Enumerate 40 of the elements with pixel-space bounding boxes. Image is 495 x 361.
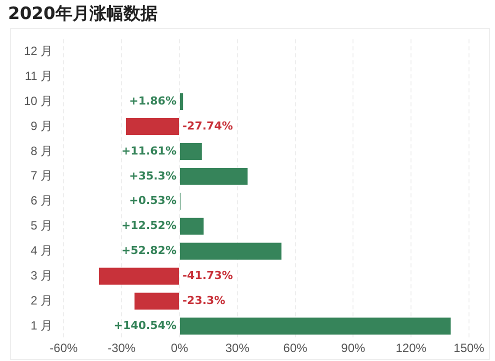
bar [180, 318, 451, 335]
y-tick-label: 8 月 [30, 144, 53, 158]
data-label: +140.54% [114, 318, 176, 332]
x-tick-label: 150% [454, 341, 485, 356]
bar [180, 168, 248, 185]
bar [98, 268, 179, 285]
data-label: +1.86% [129, 94, 176, 108]
x-tick-label: -30% [108, 341, 136, 356]
bar [180, 142, 202, 160]
y-tick-label: 5 月 [30, 218, 53, 233]
y-tick-label: 12 月 [24, 44, 53, 58]
data-label: +11.61% [121, 144, 176, 158]
bar [180, 242, 282, 260]
y-tick-label: 4 月 [30, 244, 53, 258]
bar [134, 292, 179, 310]
y-tick-label: 3 月 [30, 268, 53, 283]
data-label: +52.82% [121, 244, 176, 258]
x-tick-label: 30% [225, 341, 250, 356]
data-label: -23.3% [182, 294, 226, 308]
x-tick-label: 0% [170, 341, 188, 356]
y-tick-label: 10 月 [24, 94, 53, 108]
y-tick-label: 1 月 [30, 318, 53, 332]
x-tick-label: 90% [341, 341, 366, 356]
x-tick-label: 120% [396, 341, 427, 356]
data-label: +35.3% [129, 169, 176, 182]
bar [180, 93, 184, 110]
x-tick-label: -60% [50, 341, 78, 356]
y-tick-label: 11 月 [24, 68, 53, 83]
y-tick-label: 7 月 [30, 168, 53, 183]
data-label: -27.74% [182, 119, 233, 132]
data-label: -41.73% [182, 269, 233, 282]
data-label: +0.53% [129, 194, 176, 208]
y-tick-label: 2 月 [30, 293, 53, 308]
chart-title: 2020年月涨幅数据 [8, 3, 158, 24]
data-label: +12.52% [121, 219, 176, 232]
x-tick-label: 60% [283, 341, 308, 356]
y-tick-label: 6 月 [30, 194, 53, 208]
bar [180, 218, 204, 235]
bar [126, 118, 179, 136]
y-tick-label: 9 月 [30, 118, 53, 133]
